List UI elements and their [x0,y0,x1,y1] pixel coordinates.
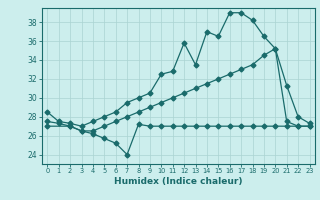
X-axis label: Humidex (Indice chaleur): Humidex (Indice chaleur) [114,177,243,186]
